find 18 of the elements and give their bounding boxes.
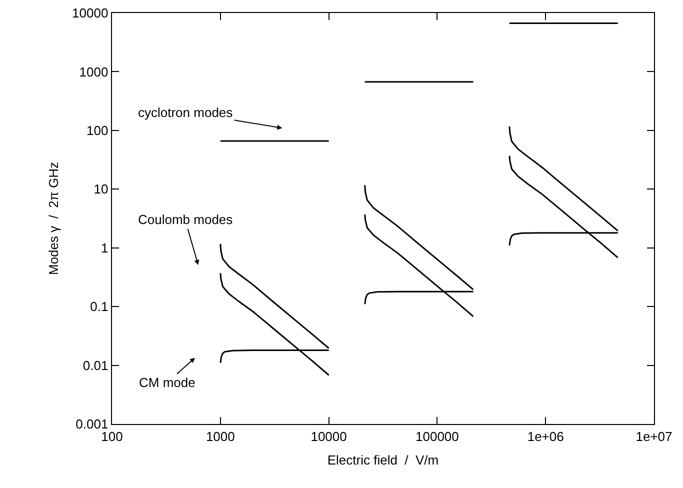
y-tick-label: 1000 <box>79 64 108 80</box>
y-tick-label: 1 <box>100 240 108 256</box>
annotation: cyclotron modes <box>138 105 234 120</box>
x-tick-label: 1e+07 <box>636 428 672 444</box>
annotation: CM mode <box>139 375 196 390</box>
y-tick-label: 0.1 <box>90 299 108 314</box>
y-tick-label: 10 <box>94 182 108 197</box>
y-tick-label: 0.001 <box>76 416 108 432</box>
y-tick-label: 100 <box>86 122 108 138</box>
x-tick-label: 10000 <box>310 428 347 444</box>
y-tick-label: 0.01 <box>82 358 108 373</box>
y-axis-title: Modes γ / 2π GHz <box>46 162 62 276</box>
x-tick-label: 1e+06 <box>527 428 564 444</box>
x-axis-title: Electric field / V/m <box>327 452 439 468</box>
x-tick-label: 1000 <box>206 428 235 444</box>
x-tick-label: 100000 <box>416 428 459 444</box>
y-tick-label: 10000 <box>72 6 108 21</box>
annotation: Coulomb modes <box>138 212 234 227</box>
